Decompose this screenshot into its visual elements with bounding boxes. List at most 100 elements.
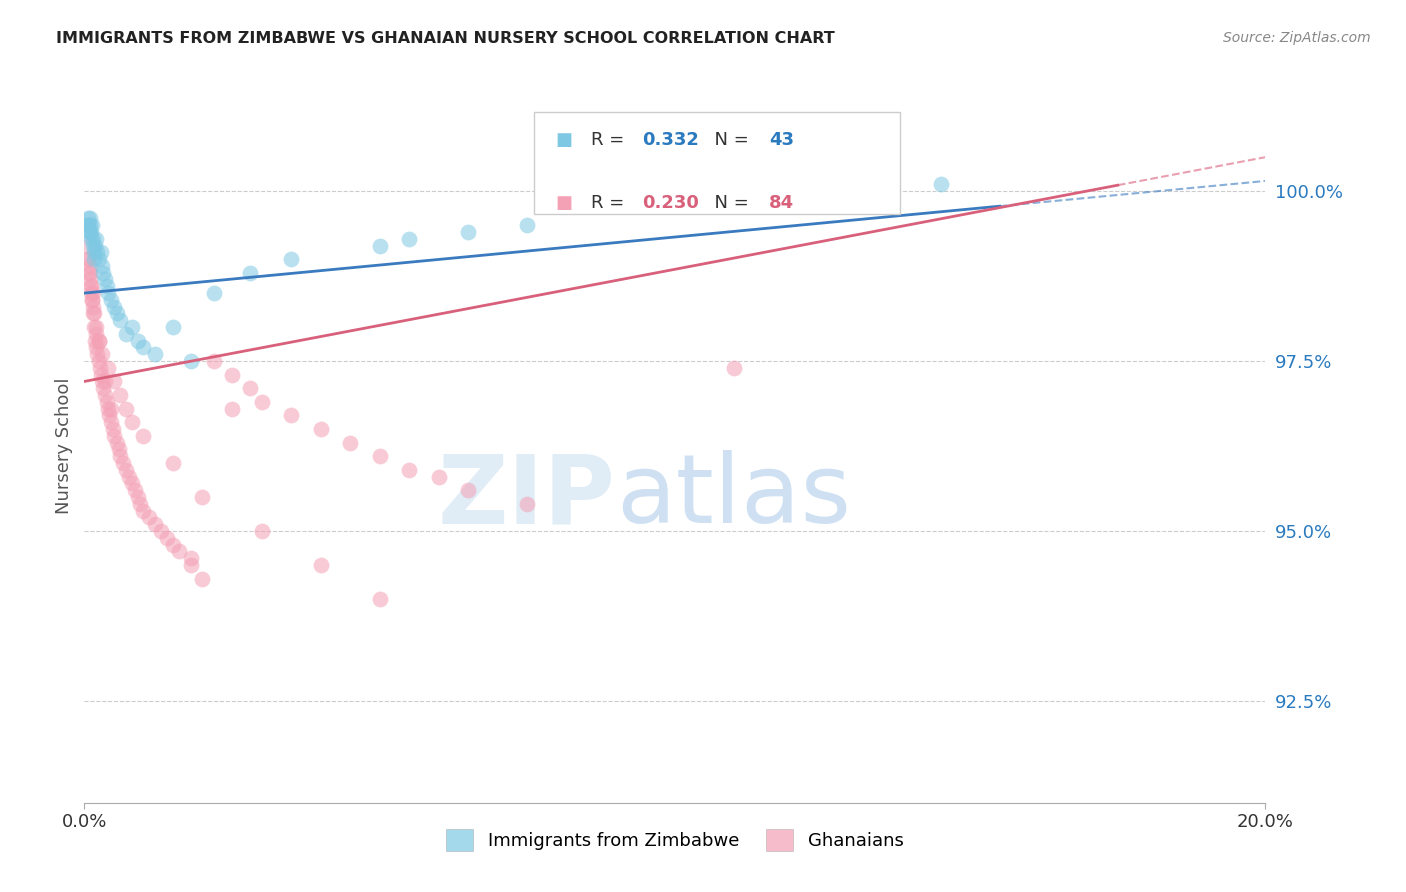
Point <box>91 375 114 389</box>
Point <box>80 279 103 293</box>
Point <box>221 401 243 416</box>
Point <box>180 551 202 566</box>
Point <box>91 347 114 361</box>
Point <box>90 245 112 260</box>
Point <box>91 381 114 395</box>
Point <box>114 326 136 341</box>
Point <box>84 334 107 348</box>
Point <box>80 225 103 239</box>
Point <box>280 252 302 266</box>
Point <box>516 497 538 511</box>
Point <box>105 306 128 320</box>
Point <box>82 306 104 320</box>
Point <box>398 463 420 477</box>
Point <box>82 238 104 252</box>
Point <box>82 232 104 246</box>
Point <box>368 449 391 463</box>
Point <box>280 409 302 423</box>
Point <box>77 266 100 280</box>
Y-axis label: Nursery School: Nursery School <box>55 377 73 515</box>
Point <box>150 524 173 538</box>
Point <box>368 238 391 252</box>
Point <box>79 218 101 232</box>
Point <box>121 320 143 334</box>
Point <box>103 300 125 314</box>
Point <box>427 469 450 483</box>
Point <box>80 232 103 246</box>
Point <box>132 429 155 443</box>
Point <box>87 334 110 348</box>
Point <box>86 347 108 361</box>
Point <box>114 401 136 416</box>
Point <box>250 394 273 409</box>
Point <box>250 524 273 538</box>
Point <box>202 354 225 368</box>
Point <box>180 354 202 368</box>
Text: 0.332: 0.332 <box>643 131 699 149</box>
Point <box>100 401 122 416</box>
Point <box>97 360 120 375</box>
Point <box>191 490 214 504</box>
Point <box>129 497 152 511</box>
Point <box>162 320 184 334</box>
Point <box>77 225 100 239</box>
Point <box>80 279 103 293</box>
Point <box>723 360 745 375</box>
Point <box>398 232 420 246</box>
Point <box>162 456 184 470</box>
Point <box>77 252 100 266</box>
Point <box>77 218 100 232</box>
Point <box>82 286 104 301</box>
Point <box>79 272 101 286</box>
Point <box>156 531 179 545</box>
Point <box>239 266 262 280</box>
Point <box>111 456 134 470</box>
Point <box>121 415 143 429</box>
Point <box>98 409 121 423</box>
Point <box>96 394 118 409</box>
Point <box>90 368 112 382</box>
Point <box>108 449 131 463</box>
Point <box>143 347 166 361</box>
Point <box>143 517 166 532</box>
Point <box>87 354 111 368</box>
Point <box>76 218 98 232</box>
Point <box>83 320 105 334</box>
Text: 43: 43 <box>769 131 794 149</box>
Point <box>118 469 141 483</box>
Point <box>167 544 190 558</box>
Point <box>84 341 107 355</box>
Legend: Immigrants from Zimbabwe, Ghanaians: Immigrants from Zimbabwe, Ghanaians <box>439 822 911 858</box>
Point <box>80 293 103 307</box>
Point <box>132 503 155 517</box>
Point <box>83 306 105 320</box>
Point <box>80 286 103 301</box>
Point <box>97 286 120 301</box>
Text: ZIP: ZIP <box>437 450 616 543</box>
Point <box>91 266 114 280</box>
Point <box>162 537 184 551</box>
Point <box>87 334 111 348</box>
Point <box>77 252 100 266</box>
Point <box>100 293 122 307</box>
Text: 84: 84 <box>769 194 794 212</box>
Point <box>124 483 146 498</box>
Point <box>309 422 332 436</box>
Point <box>80 218 103 232</box>
Text: atlas: atlas <box>616 450 851 543</box>
Text: N =: N = <box>703 194 755 212</box>
Point <box>84 232 107 246</box>
Point <box>77 211 100 226</box>
Point <box>114 463 136 477</box>
Point <box>368 591 391 606</box>
Point <box>91 259 114 273</box>
Point <box>138 510 160 524</box>
Point <box>191 572 214 586</box>
Point <box>83 252 105 266</box>
Point <box>94 272 117 286</box>
Point <box>96 279 118 293</box>
Point <box>516 218 538 232</box>
Point <box>84 320 107 334</box>
Point <box>108 313 131 327</box>
Point <box>132 341 155 355</box>
